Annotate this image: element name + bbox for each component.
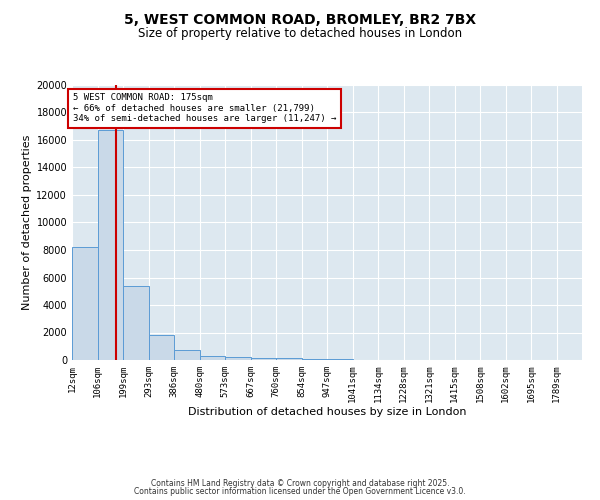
Bar xyxy=(123,286,149,360)
Bar xyxy=(327,359,353,360)
Bar xyxy=(302,359,327,360)
Bar xyxy=(276,358,302,360)
X-axis label: Distribution of detached houses by size in London: Distribution of detached houses by size … xyxy=(188,406,466,416)
Text: 5 WEST COMMON ROAD: 175sqm
← 66% of detached houses are smaller (21,799)
34% of : 5 WEST COMMON ROAD: 175sqm ← 66% of deta… xyxy=(73,93,336,123)
Bar xyxy=(72,247,98,360)
Bar xyxy=(225,357,251,360)
Y-axis label: Number of detached properties: Number of detached properties xyxy=(22,135,32,310)
Bar xyxy=(251,358,276,360)
Bar xyxy=(98,130,123,360)
Bar xyxy=(200,356,225,360)
Bar xyxy=(174,350,200,360)
Text: Contains HM Land Registry data © Crown copyright and database right 2025.: Contains HM Land Registry data © Crown c… xyxy=(151,478,449,488)
Bar xyxy=(149,334,174,360)
Text: Contains public sector information licensed under the Open Government Licence v3: Contains public sector information licen… xyxy=(134,487,466,496)
Text: Size of property relative to detached houses in London: Size of property relative to detached ho… xyxy=(138,28,462,40)
Text: 5, WEST COMMON ROAD, BROMLEY, BR2 7BX: 5, WEST COMMON ROAD, BROMLEY, BR2 7BX xyxy=(124,12,476,26)
